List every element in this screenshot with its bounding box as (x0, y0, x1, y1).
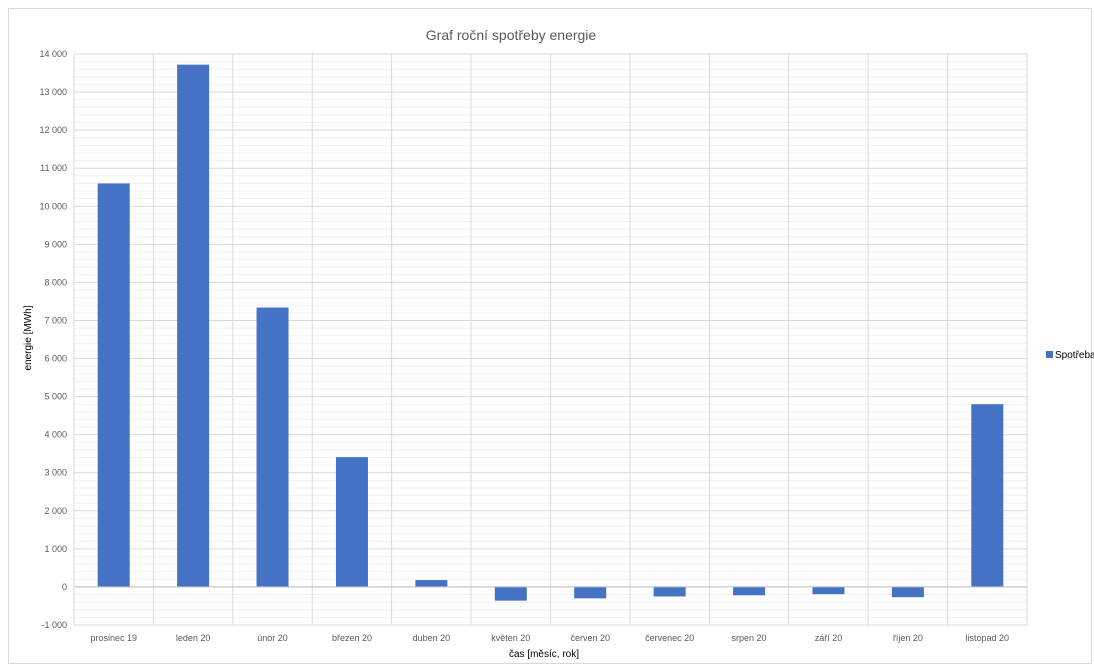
x-tick-label: prosinec 19 (90, 633, 137, 643)
y-tick-label: 12 000 (39, 125, 67, 135)
y-tick-label: 11 000 (40, 163, 67, 173)
legend: Spotřeba (1046, 350, 1094, 361)
legend-swatch-spotreba (1046, 351, 1053, 358)
y-tick-label: 4 000 (44, 430, 67, 440)
x-tick-label: květen 20 (491, 633, 530, 643)
x-tick-label: říjen 20 (893, 633, 923, 643)
bar-10 (812, 586, 845, 595)
x-tick-label: duben 20 (413, 633, 451, 643)
category-gridlines (73, 54, 1028, 625)
y-tick-label: 9 000 (44, 239, 67, 249)
bar-12 (971, 404, 1004, 587)
y-tick-label: 7 000 (44, 315, 67, 325)
y-tick-label: 0 (62, 582, 67, 592)
bar-4 (335, 457, 368, 587)
y-axis-label: energie [MWh] (23, 305, 34, 370)
bar-2 (177, 64, 210, 587)
y-tick-label: 10 000 (39, 201, 67, 211)
bar-3 (256, 307, 289, 587)
y-tick-label: 2 000 (44, 506, 67, 516)
x-tick-label: červen 20 (570, 633, 610, 643)
x-tick-label: leden 20 (176, 633, 211, 643)
bar-5 (415, 580, 448, 587)
x-tick-label: listopad 20 (966, 633, 1010, 643)
x-axis-tick-labels: prosinec 19 leden 20 únor 20 březen 20 duben… (90, 633, 1009, 643)
x-tick-label: září 20 (815, 633, 843, 643)
bar-1 (97, 183, 130, 587)
y-axis-tick-labels: -1 000 0 1 000 2 000 3 000 4 000 5 000 6 000 7 0… (39, 49, 67, 630)
bar-6 (494, 586, 527, 601)
x-tick-label: červenec 20 (645, 633, 694, 643)
y-tick-label: 14 000 (39, 49, 67, 59)
x-tick-label: srpen 20 (732, 633, 767, 643)
x-tick-label: únor 20 (257, 633, 288, 643)
y-tick-label: 1 000 (44, 544, 67, 554)
x-tick-label: březen 20 (332, 633, 372, 643)
bar-series (97, 64, 1004, 601)
y-tick-label: 3 000 (44, 468, 67, 478)
y-tick-label: 5 000 (44, 392, 67, 402)
y-tick-label: -1 000 (41, 620, 67, 630)
y-tick-label: 13 000 (39, 87, 67, 97)
chart-title: Graf roční spotřeby energie (426, 27, 597, 43)
legend-label-spotreba: Spotřeba (1055, 350, 1094, 361)
y-tick-label: 8 000 (44, 277, 67, 287)
bar-8 (653, 586, 686, 597)
x-axis-label: čas [měsíc, rok] (509, 649, 579, 660)
bar-11 (891, 586, 924, 598)
y-tick-label: 6 000 (44, 354, 67, 364)
bar-7 (574, 586, 607, 599)
bar-9 (733, 586, 766, 596)
